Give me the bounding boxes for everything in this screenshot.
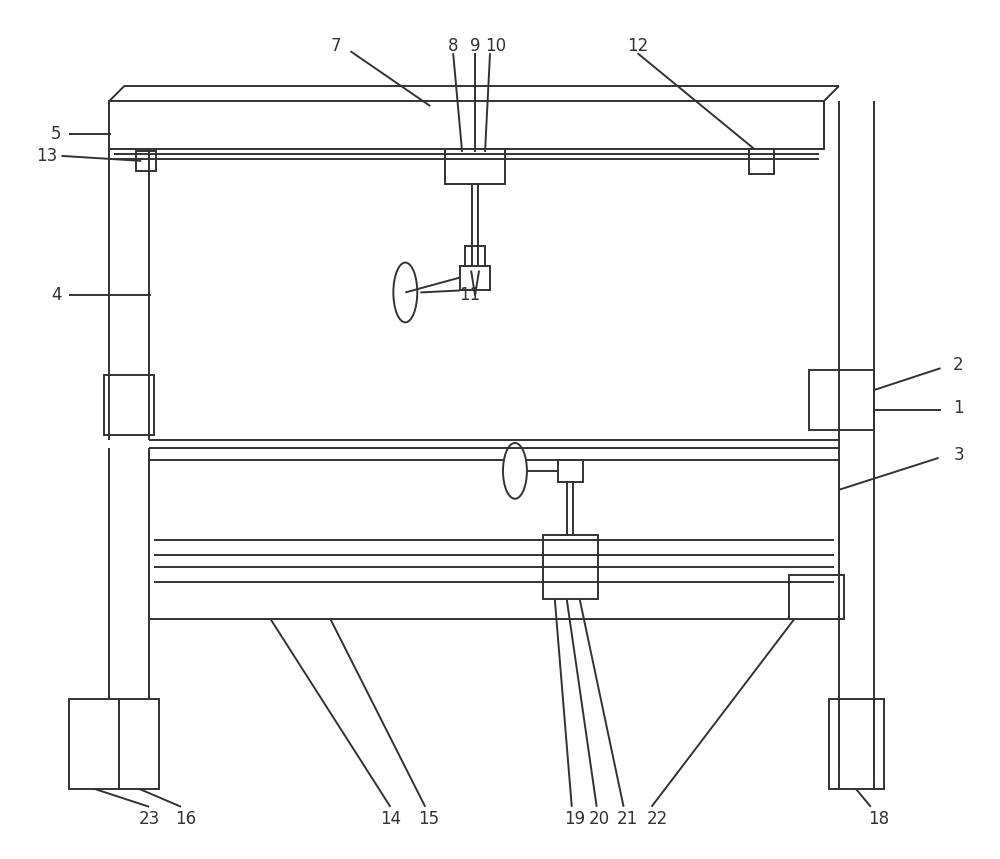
Text: 21: 21 <box>617 810 638 828</box>
Ellipse shape <box>393 263 417 322</box>
Bar <box>809 370 874 430</box>
Text: 11: 11 <box>459 286 481 304</box>
Text: 15: 15 <box>418 810 439 828</box>
Text: 13: 13 <box>36 147 57 165</box>
Text: 12: 12 <box>627 37 648 55</box>
Text: 10: 10 <box>485 37 507 55</box>
Ellipse shape <box>503 443 527 499</box>
Bar <box>445 149 505 184</box>
Bar <box>789 575 844 619</box>
Text: 9: 9 <box>470 37 480 55</box>
Text: 19: 19 <box>564 810 585 828</box>
Text: 22: 22 <box>647 810 668 828</box>
Bar <box>558 460 583 482</box>
Bar <box>104 375 154 435</box>
Text: 8: 8 <box>448 37 458 55</box>
Text: 18: 18 <box>868 810 889 828</box>
Bar <box>749 149 774 174</box>
Bar <box>149 460 839 619</box>
Text: 14: 14 <box>380 810 401 828</box>
Text: 5: 5 <box>51 125 62 143</box>
Text: 23: 23 <box>139 810 160 828</box>
Bar <box>829 699 884 789</box>
Text: 1: 1 <box>953 399 964 417</box>
Bar <box>460 265 490 290</box>
Bar <box>465 246 485 265</box>
Text: 3: 3 <box>953 446 964 464</box>
Bar <box>543 534 598 600</box>
Text: 2: 2 <box>953 356 964 375</box>
Bar <box>136 151 156 171</box>
Bar <box>109 101 824 149</box>
Text: 4: 4 <box>51 286 62 304</box>
Text: 20: 20 <box>589 810 610 828</box>
Text: 7: 7 <box>330 37 341 55</box>
Text: 16: 16 <box>175 810 197 828</box>
Bar <box>69 699 119 789</box>
Bar <box>119 699 159 789</box>
